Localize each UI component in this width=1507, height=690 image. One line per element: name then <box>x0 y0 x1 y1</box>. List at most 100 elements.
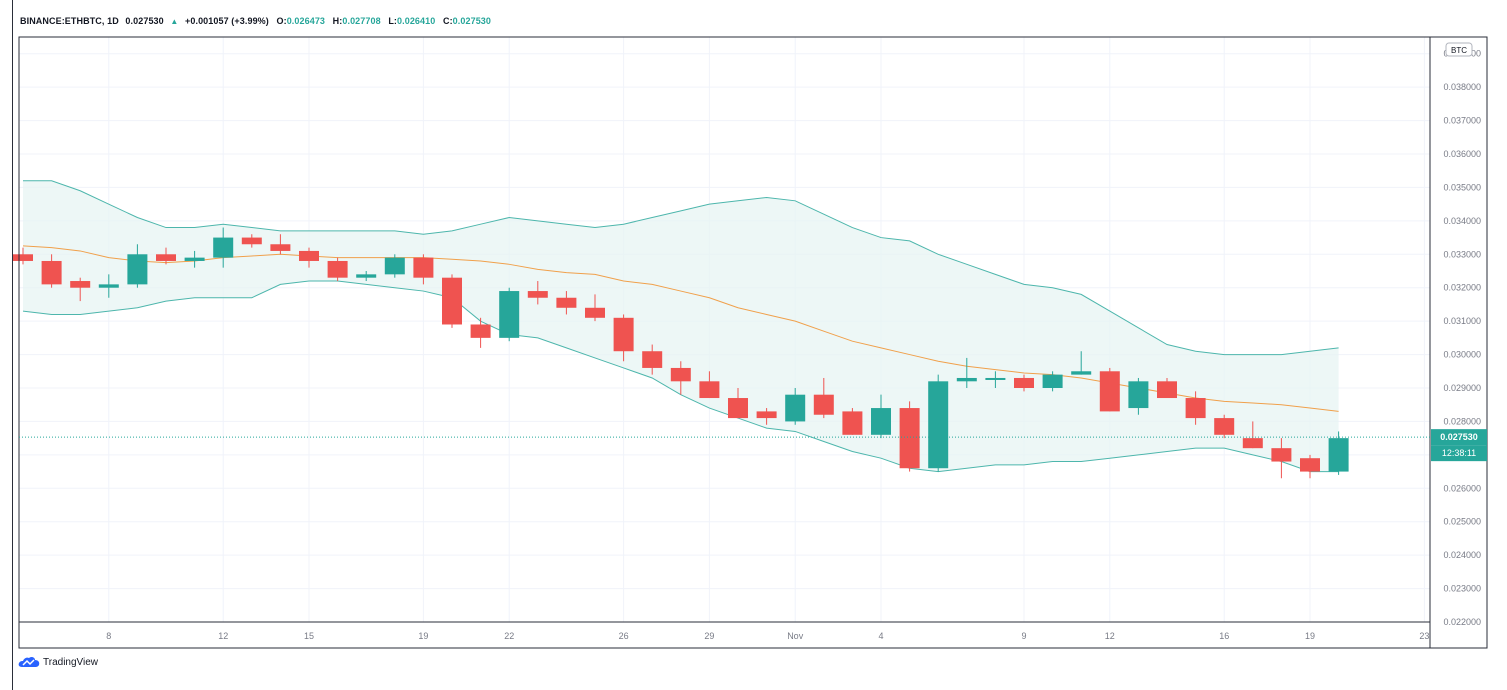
x-tick-label: 12 <box>218 631 228 641</box>
candle-down <box>699 371 720 399</box>
candle-up <box>213 227 234 268</box>
candle-body <box>1300 458 1320 472</box>
x-tick-label: Nov <box>787 631 804 641</box>
close-value: 0.027530 <box>452 16 492 26</box>
candle-up <box>785 388 806 425</box>
candle-body <box>299 250 319 261</box>
candle-body <box>1185 398 1206 419</box>
y-tick-label: 0.022000 <box>1443 617 1481 627</box>
open-value: 0.026473 <box>286 16 326 26</box>
candle-down <box>899 401 920 472</box>
candle-down <box>41 254 62 288</box>
candle-body <box>270 244 291 251</box>
candle-down <box>556 291 577 315</box>
candle-body <box>613 317 634 352</box>
bollinger-bands <box>22 180 1339 473</box>
countdown-value: 12:38:11 <box>1442 448 1476 458</box>
candle-body <box>442 277 462 325</box>
symbol-label[interactable]: BINANCE:ETHBTC, 1D <box>20 16 119 26</box>
candle-down <box>299 247 319 268</box>
candle-body <box>699 381 720 399</box>
y-tick-label: 0.034000 <box>1443 216 1481 226</box>
candle-body <box>871 408 891 435</box>
y-tick-label: 0.032000 <box>1443 283 1481 293</box>
brand-label: TradingView <box>43 656 99 668</box>
candles <box>13 227 1349 479</box>
x-tick-label: 9 <box>1021 631 1026 641</box>
price-axis[interactable]: 0.0390000.0380000.0370000.0360000.035000… <box>1443 42 1481 627</box>
candle-up <box>1042 371 1063 392</box>
countdown-box <box>1431 445 1487 462</box>
x-tick-label: 8 <box>106 631 111 641</box>
time-axis[interactable]: 8 12 15 19 22 26 29 Nov 4 9 12 16 19 23 <box>106 631 1429 641</box>
candle-body <box>585 307 605 318</box>
x-tick-label: 29 <box>704 631 714 641</box>
candle-down <box>327 257 348 282</box>
up-arrow-icon: ▲ <box>170 17 179 26</box>
candle-body <box>642 351 663 368</box>
y-tick-label: 0.023000 <box>1443 584 1481 594</box>
candle-down <box>842 408 863 435</box>
candle-body <box>470 324 491 338</box>
y-tick-label: 0.035000 <box>1443 182 1481 192</box>
upper-band-line <box>23 180 1339 356</box>
x-tick-label: 16 <box>1219 631 1229 641</box>
candle-body <box>728 398 748 419</box>
candle-down <box>728 388 748 419</box>
candle-body <box>127 254 148 285</box>
candle-body <box>156 254 176 261</box>
chart-header: BINANCE:ETHBTC, 1D 0.027530 ▲ +0.001057 … <box>20 16 491 26</box>
candle-body <box>1071 371 1092 375</box>
last-price-tag-box <box>1431 429 1487 446</box>
candle-body <box>1242 438 1263 449</box>
candle-body <box>70 281 91 288</box>
candle-up <box>928 374 949 472</box>
candle-down <box>241 234 262 248</box>
candle-up <box>956 357 977 388</box>
candle-up <box>384 254 405 278</box>
candle-body <box>1271 448 1292 462</box>
x-tick-label: 4 <box>878 631 883 641</box>
candle-down <box>670 361 691 395</box>
candle-body <box>356 274 377 278</box>
last-price-tag-value: 0.027530 <box>1440 432 1478 442</box>
candle-body <box>527 291 548 298</box>
candle-down <box>470 317 491 348</box>
candle-down <box>1214 414 1235 439</box>
tradingview-cloud-icon <box>18 656 40 667</box>
candle-body <box>899 408 920 469</box>
candle-down <box>1157 377 1177 399</box>
y-tick-label: 0.037000 <box>1443 116 1481 126</box>
y-tick-label: 0.038000 <box>1443 82 1481 92</box>
x-tick-label: 19 <box>418 631 428 641</box>
close-label: C: <box>442 16 453 26</box>
candle-body <box>1328 438 1349 472</box>
currency-badge: BTC <box>1445 42 1473 57</box>
candle-up <box>1071 351 1092 375</box>
candle-body <box>1157 381 1177 399</box>
left-rule <box>12 0 13 690</box>
candle-up <box>1328 431 1349 475</box>
candle-down <box>156 247 176 265</box>
y-tick-label: 0.036000 <box>1443 149 1481 159</box>
candle-up <box>356 271 377 282</box>
candle-up <box>184 250 205 268</box>
y-tick-label: 0.033000 <box>1443 249 1481 259</box>
candle-down <box>13 247 33 265</box>
y-tick-label: 0.028000 <box>1443 416 1481 426</box>
y-tick-label: 0.026000 <box>1443 483 1481 493</box>
candle-body <box>1128 381 1149 409</box>
candle-up <box>98 274 119 298</box>
high-value: 0.027708 <box>342 16 381 26</box>
candle-body <box>928 381 949 469</box>
candle-body <box>499 291 520 338</box>
candle-body <box>785 394 806 422</box>
price-change: +0.001057 (+3.99%) <box>185 16 269 26</box>
x-tick-label: 26 <box>619 631 629 641</box>
candle-down <box>442 274 462 328</box>
tradingview-logo[interactable]: TradingView <box>18 656 98 668</box>
currency-badge-label: BTC <box>1451 46 1467 55</box>
candle-body <box>670 367 691 382</box>
x-tick-label: 22 <box>504 631 514 641</box>
